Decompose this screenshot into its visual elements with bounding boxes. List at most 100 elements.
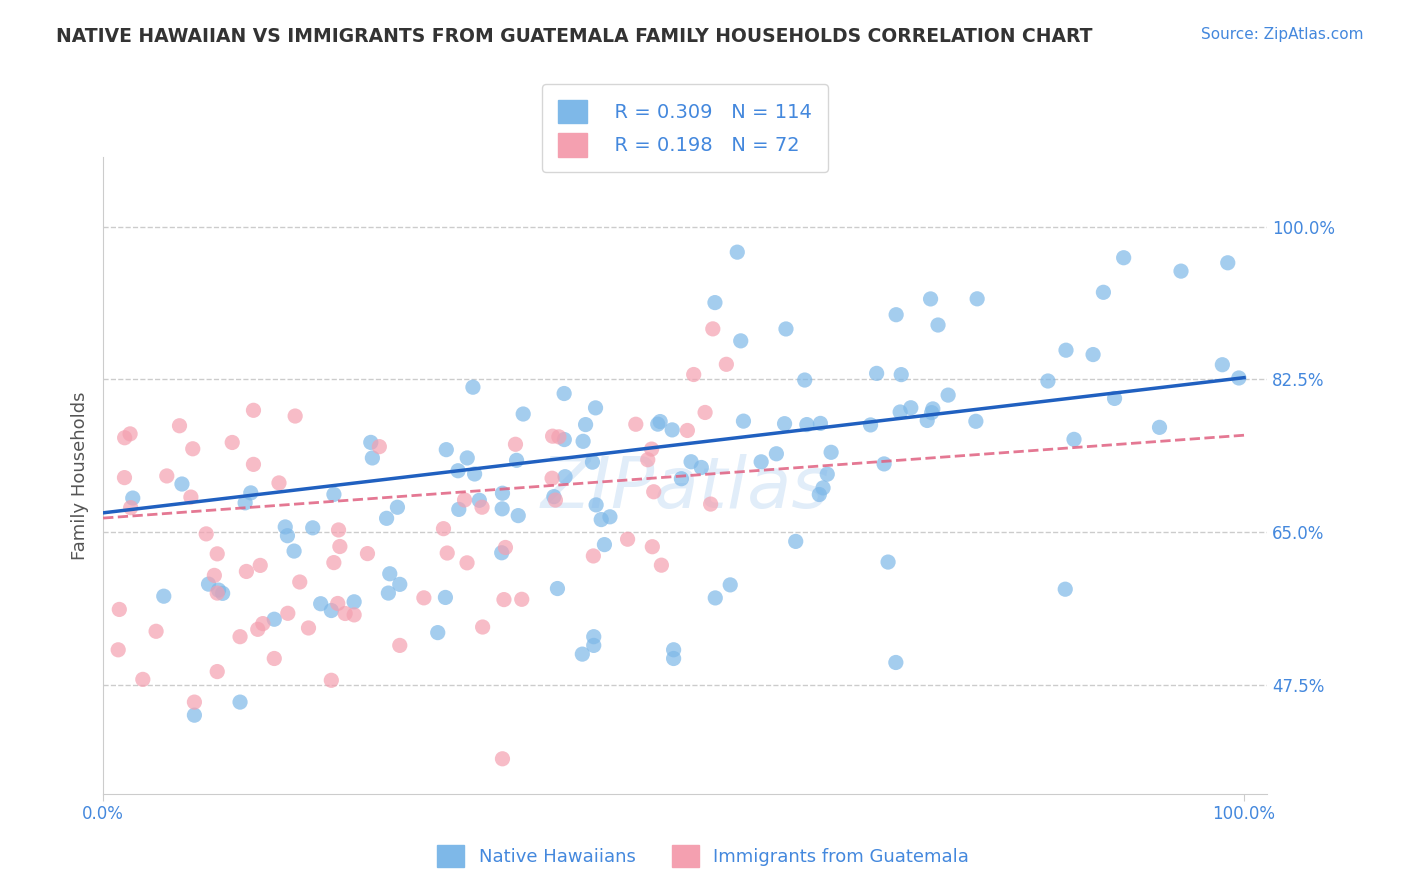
Point [581, 455, 603, 469]
Point [326, 597, 349, 611]
Point [725, 245, 748, 260]
Point [221, 435, 243, 450]
Point [624, 417, 647, 432]
Point [884, 656, 907, 670]
Point [512, 407, 534, 421]
Point [890, 368, 912, 382]
Point [229, 630, 252, 644]
Point [120, 426, 142, 441]
Point [820, 445, 842, 459]
Point [328, 523, 350, 537]
Point [468, 493, 491, 508]
Point [966, 292, 988, 306]
Point [582, 549, 605, 563]
Point [546, 582, 568, 596]
Point [599, 509, 621, 524]
Point [375, 511, 398, 525]
Point [121, 491, 143, 505]
Point [553, 433, 575, 447]
Point [202, 568, 225, 582]
Point [432, 522, 454, 536]
Point [388, 639, 411, 653]
Point [927, 318, 949, 332]
Point [647, 417, 669, 431]
Point [541, 429, 564, 443]
Point [900, 401, 922, 415]
Point [884, 308, 907, 322]
Point [1054, 343, 1077, 358]
Point [277, 607, 299, 621]
Point [343, 595, 366, 609]
Point [491, 752, 513, 766]
Point [765, 447, 787, 461]
Point [702, 322, 724, 336]
Point [170, 477, 193, 491]
Point [1112, 251, 1135, 265]
Point [356, 547, 378, 561]
Point [749, 455, 772, 469]
Point [288, 574, 311, 589]
Point [775, 322, 797, 336]
Point [859, 417, 882, 432]
Point [267, 475, 290, 490]
Point [447, 502, 470, 516]
Point [276, 529, 298, 543]
Point [183, 708, 205, 723]
Point [145, 624, 167, 639]
Point [661, 423, 683, 437]
Point [571, 647, 593, 661]
Point [205, 586, 228, 600]
Point [808, 417, 831, 431]
Point [585, 498, 607, 512]
Point [616, 532, 638, 546]
Point [114, 470, 136, 484]
Point [591, 512, 613, 526]
Point [246, 623, 269, 637]
Point [811, 481, 834, 495]
Point [436, 546, 458, 560]
Point [388, 577, 411, 591]
Point [360, 435, 382, 450]
Point [233, 496, 256, 510]
Point [378, 566, 401, 581]
Point [197, 577, 219, 591]
Point [205, 665, 228, 679]
Point [1081, 347, 1104, 361]
Point [492, 592, 515, 607]
Point [877, 555, 900, 569]
Point [1063, 433, 1085, 447]
Point [730, 334, 752, 348]
Point [321, 673, 343, 688]
Point [547, 430, 569, 444]
Point [107, 642, 129, 657]
Point [693, 405, 716, 419]
Point [471, 500, 494, 515]
Point [464, 467, 486, 481]
Point [681, 455, 703, 469]
Point [1092, 285, 1115, 300]
Point [1216, 256, 1239, 270]
Point [650, 415, 672, 429]
Point [716, 357, 738, 371]
Point [1104, 392, 1126, 406]
Point [920, 292, 942, 306]
Point [434, 442, 457, 457]
Point [662, 651, 685, 665]
Legend: Native Hawaiians, Immigrants from Guatemala: Native Hawaiians, Immigrants from Guatem… [430, 838, 976, 874]
Point [572, 434, 595, 449]
Point [169, 418, 191, 433]
Point [582, 639, 605, 653]
Point [508, 508, 530, 523]
Point [229, 695, 252, 709]
Point [132, 673, 155, 687]
Text: NATIVE HAWAIIAN VS IMMIGRANTS FROM GUATEMALA FAMILY HOUSEHOLDS CORRELATION CHART: NATIVE HAWAIIAN VS IMMIGRANTS FROM GUATE… [56, 27, 1092, 45]
Point [865, 367, 887, 381]
Point [283, 544, 305, 558]
Point [180, 490, 202, 504]
Y-axis label: Family Households: Family Households [72, 391, 89, 559]
Point [447, 464, 470, 478]
Point [808, 487, 831, 501]
Point [491, 501, 513, 516]
Point [211, 586, 233, 600]
Point [733, 414, 755, 428]
